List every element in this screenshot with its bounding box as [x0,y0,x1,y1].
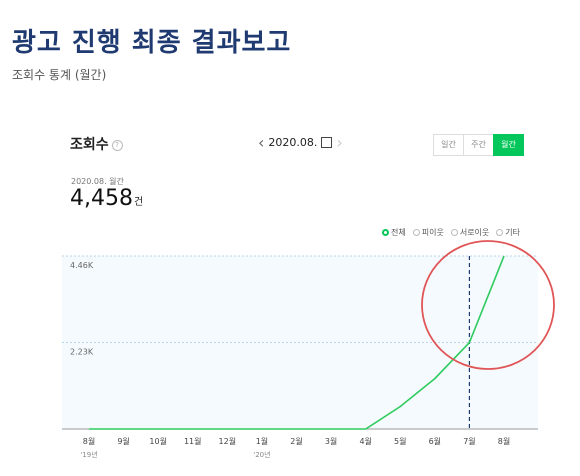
x-tick-label: 11월 [184,436,202,446]
x-tick-label: 6월 [429,436,441,446]
x-tick-label: 8월 [83,436,95,446]
x-tick-label: 5월 [394,436,406,446]
x-tick-label: 4월 [359,436,371,446]
x-tick-label: 12월 [219,436,237,446]
year-label: '19년 [80,450,97,459]
y-tick-label: 4.46K [70,261,94,270]
year-label: '20년 [253,450,270,459]
x-tick-label: 2월 [290,436,302,446]
y-tick-label: 2.23K [70,348,94,357]
x-tick-label: 8월 [498,436,510,446]
x-tick-label: 10월 [149,436,167,446]
x-tick-label: 1월 [256,436,268,446]
x-tick-label: 7월 [463,436,475,446]
x-tick-label: 3월 [325,436,337,446]
x-tick-label: 9월 [117,436,129,446]
